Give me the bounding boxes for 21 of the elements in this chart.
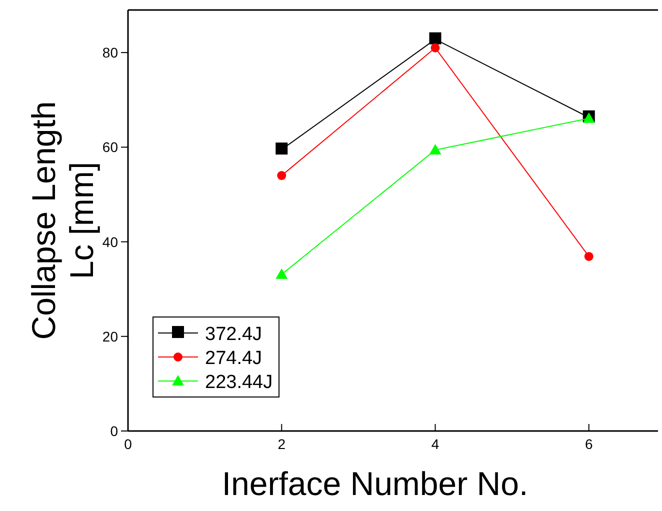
y-tick-label: 80	[102, 44, 118, 61]
x-axis-title: Inerface Number No.	[222, 465, 528, 502]
legend-label: 274.4J	[205, 348, 262, 369]
point	[276, 142, 288, 155]
x-tick-label: 0	[124, 436, 132, 452]
legend-label: 372.4J	[205, 324, 262, 345]
point	[277, 171, 286, 180]
y-tick-label: 0	[110, 423, 118, 439]
x-tick-label: 6	[584, 436, 593, 452]
point	[276, 268, 288, 279]
legend-label: 223.44J	[205, 372, 273, 393]
y-tick-label: 40	[102, 234, 118, 250]
y-tick-label: 20	[102, 328, 118, 344]
point	[429, 144, 442, 155]
y-tick-label: 60	[102, 139, 118, 156]
x-tick-label: 2	[278, 436, 286, 452]
x-tick-label: 4	[431, 436, 440, 452]
y-axis-title: Collapse Length Lc [mm]	[25, 101, 100, 340]
point	[584, 252, 594, 261]
point	[429, 32, 442, 44]
point	[430, 43, 440, 52]
